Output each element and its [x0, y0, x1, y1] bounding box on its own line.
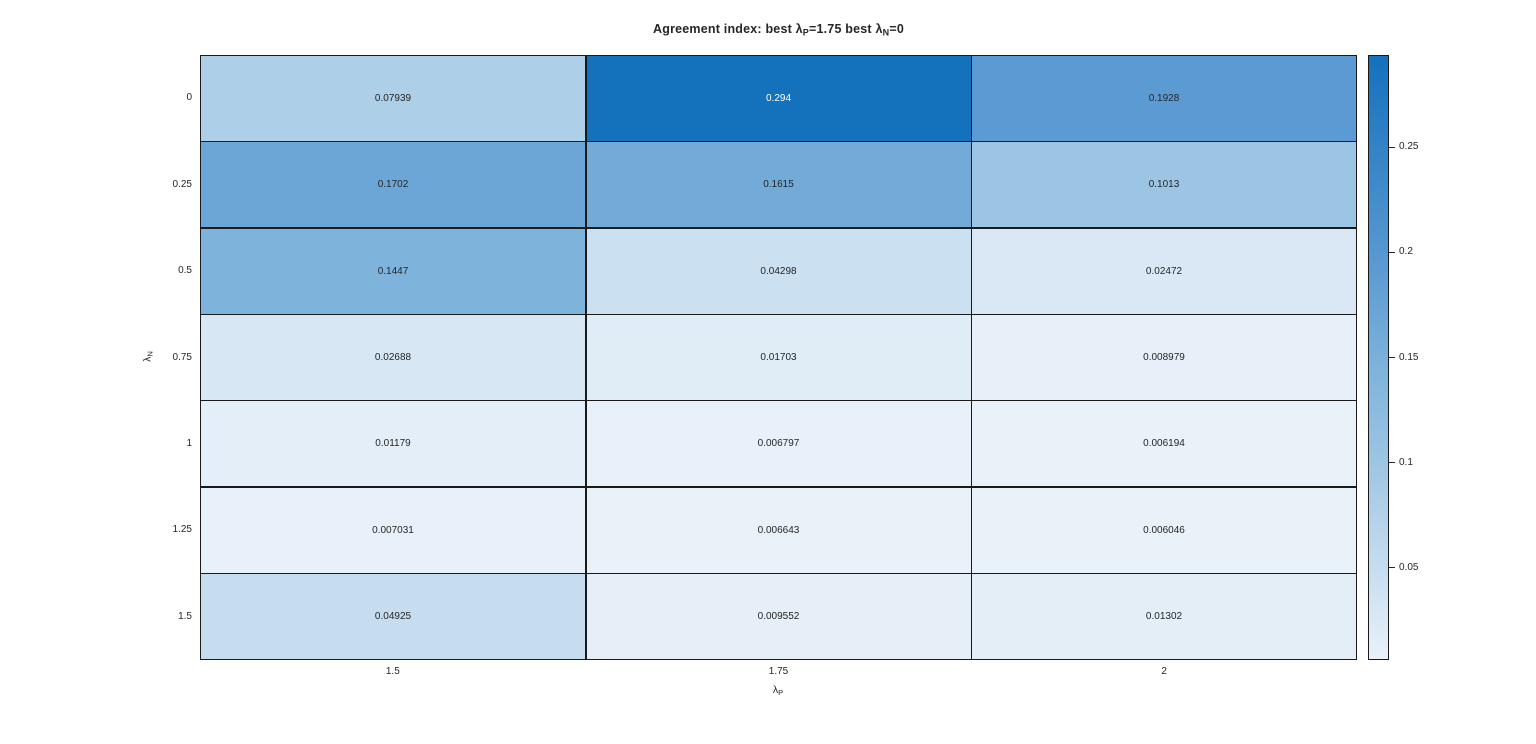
heatmap-cell: 0.04925 — [201, 574, 585, 659]
heatmap-cell: 0.01179 — [201, 401, 585, 487]
colorbar-tick-label: 0.2 — [1399, 246, 1413, 258]
heatmap-cell: 0.009552 — [586, 574, 971, 659]
heatmap-cell: 0.006046 — [972, 487, 1356, 573]
y-tick-label: 0.75 — [172, 351, 192, 363]
heatmap-cell: 0.006194 — [972, 401, 1356, 487]
cell-value: 0.007031 — [372, 524, 414, 536]
cell-value: 0.1615 — [763, 179, 794, 191]
heatmap-cell: 0.01703 — [586, 315, 971, 400]
heatmap-cell: 0.007031 — [201, 487, 585, 573]
x-tick-label: 1.75 — [768, 666, 789, 677]
cell-value: 0.02688 — [374, 351, 412, 363]
cell-value: 0.008979 — [1143, 351, 1185, 363]
colorbar-tick-label: 0.1 — [1399, 456, 1413, 468]
heatmap-cell: 0.01302 — [972, 574, 1356, 659]
heatmap-cell: 0.008979 — [972, 315, 1356, 400]
y-tick-label: 0 — [186, 92, 192, 104]
cell-value: 0.01302 — [1145, 611, 1183, 623]
cell-value: 0.294 — [765, 92, 792, 104]
heatmap-cell: 0.1615 — [586, 142, 971, 228]
subscript-text: P — [778, 688, 784, 698]
colorbar — [1368, 55, 1389, 660]
y-tick-label: 1.25 — [172, 524, 192, 536]
colorbar-tick — [1389, 146, 1395, 149]
y-tick-label: 1 — [186, 437, 192, 449]
colorbar-tick — [1389, 251, 1395, 254]
cell-value: 0.07939 — [374, 92, 412, 104]
y-tick-label: 1.5 — [178, 610, 192, 622]
cell-value: 0.1013 — [1148, 179, 1180, 191]
heatmap-cell: 0.1447 — [201, 228, 585, 314]
cell-value: 0.006194 — [1143, 438, 1185, 450]
colorbar-tick — [1389, 566, 1395, 569]
x-tick-label: 1.5 — [385, 666, 400, 677]
colorbar-tick-label: 0.05 — [1399, 561, 1419, 573]
heatmap-cell: 0.1928 — [972, 56, 1356, 141]
x-tick-label: 2 — [1161, 666, 1167, 677]
heatmap: 0.07939 0.294 0.1928 0.1702 0.1615 0.1013 0.14… — [200, 55, 1357, 660]
subscript-text: P — [802, 27, 809, 38]
cell-value: 0.006797 — [757, 438, 800, 450]
cell-value: 0.006046 — [1143, 524, 1185, 536]
subscript-text: N — [882, 27, 890, 38]
y-tick-label: 0.5 — [178, 265, 192, 277]
heatmap-cell: 0.1702 — [201, 142, 585, 228]
cell-value: 0.01703 — [760, 351, 797, 363]
cell-value: 0.01179 — [375, 438, 411, 450]
x-axis-label: λP — [772, 684, 784, 698]
heatmap-cell: 0.294 — [586, 56, 971, 141]
heatmap-cell: 0.02472 — [972, 228, 1356, 314]
colorbar-tick-label: 0.15 — [1399, 351, 1419, 363]
colorbar-tick — [1389, 356, 1395, 359]
heatmap-cell: 0.02688 — [201, 315, 585, 400]
cell-value: 0.02472 — [1145, 265, 1183, 277]
cell-value: 0.1702 — [377, 179, 409, 191]
cell-value: 0.04298 — [760, 265, 797, 277]
cell-value: 0.009552 — [757, 611, 800, 623]
heatmap-cell: 0.1013 — [972, 142, 1356, 228]
colorbar-tick — [1389, 461, 1395, 464]
heatmap-cell: 0.006643 — [586, 487, 971, 573]
y-tick-label: 0.25 — [172, 178, 192, 190]
colorbar-tick-label: 0.25 — [1399, 141, 1419, 153]
heatmap-cell: 0.07939 — [201, 56, 585, 141]
cell-value: 0.04925 — [374, 611, 412, 623]
chart-title: Agreement index: best λP=1.75 best λN=0 — [653, 22, 904, 38]
heatmap-cell: 0.006797 — [586, 401, 971, 487]
cell-value: 0.1928 — [1148, 92, 1180, 104]
heatmap-cell: 0.04298 — [586, 228, 971, 314]
cell-value: 0.1447 — [377, 265, 409, 277]
cell-value: 0.006643 — [757, 524, 800, 536]
